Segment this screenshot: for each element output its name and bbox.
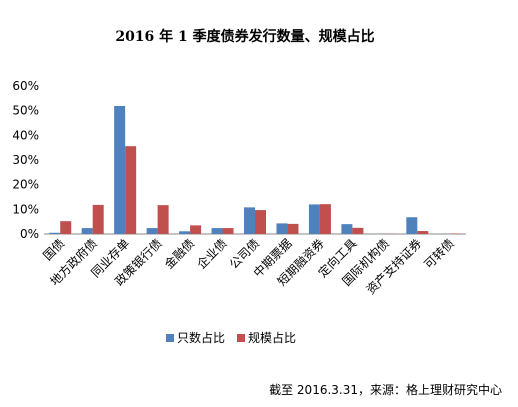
bar-count-4	[179, 231, 191, 234]
bar-count-6	[244, 207, 255, 234]
bar-count-1	[81, 228, 93, 234]
y-tick-label: 40%	[12, 128, 39, 142]
bar-scale-0	[60, 221, 72, 234]
bar-scale-3	[157, 205, 169, 234]
bar-scale-9	[352, 227, 364, 234]
bar-scale-6	[255, 210, 266, 234]
bar-scale-7	[287, 223, 299, 234]
bar-count-9	[341, 224, 353, 234]
source-note: 截至 2016.3.31，来源：格上理财研究中心	[269, 382, 502, 397]
bar-scale-11	[417, 231, 429, 234]
legend-label: 只数占比	[177, 330, 225, 345]
bar-scale-1	[92, 204, 104, 234]
bars-group	[49, 105, 461, 234]
y-tick-label: 50%	[12, 104, 39, 118]
x-tick-label: 企业债	[194, 236, 230, 272]
y-tick-label: 0%	[20, 227, 39, 241]
x-tick-label: 可转债	[421, 236, 457, 272]
y-tick-label: 10%	[12, 202, 39, 216]
legend: 只数占比 规模占比	[166, 330, 296, 345]
bar-count-2	[114, 105, 126, 234]
chart-title: 2016 年 1 季度债券发行数量、规模占比	[115, 28, 374, 45]
y-axis-ticks: 0% 10% 20% 30% 40% 50% 60%	[12, 79, 39, 241]
legend-label: 规模占比	[248, 330, 296, 345]
y-tick-label: 60%	[12, 79, 39, 93]
x-tick-label: 资产支持证券	[363, 236, 425, 298]
bar-count-0	[49, 232, 61, 234]
x-axis-ticks: 国债地方政府债同业存单政策银行债金融债企业债公司债中期票据短期融资券定向工具国际…	[40, 236, 456, 298]
bar-count-3	[146, 228, 158, 234]
y-tick-label: 30%	[12, 153, 39, 167]
bar-count-5	[211, 228, 223, 234]
legend-swatch	[237, 334, 245, 342]
bar-count-11	[406, 217, 418, 234]
x-tick-label: 金融债	[161, 236, 197, 272]
bar-scale-2	[125, 146, 137, 234]
bar-scale-8	[319, 204, 331, 234]
bar-count-7	[276, 223, 288, 234]
bar-count-8	[308, 204, 320, 234]
bar-scale-4	[190, 225, 202, 234]
x-tick-label: 国债	[40, 236, 67, 263]
bar-scale-5	[222, 228, 234, 234]
y-tick-label: 20%	[12, 178, 39, 192]
legend-swatch	[166, 334, 174, 342]
